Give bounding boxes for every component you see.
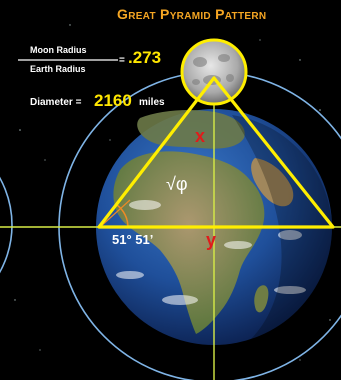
madagascar-landmass [254, 285, 269, 313]
label-sqrt-phi: √φ [166, 174, 188, 194]
page-title: Great Pyramid Pattern [117, 6, 267, 22]
arabia-landmass [251, 158, 294, 207]
star-field [14, 24, 331, 361]
label-angle: 51° 51’ [112, 232, 154, 247]
left-orbit-arc [0, 176, 13, 274]
diameter-unit: miles [139, 97, 165, 108]
label-x: x [195, 126, 206, 146]
moon [180, 38, 248, 106]
ratio-numerator: Moon Radius [30, 45, 87, 55]
label-y: y [206, 230, 217, 250]
ratio-denominator: Earth Radius [30, 64, 86, 74]
pyramid-triangle [97, 76, 335, 229]
africa-landmass [113, 151, 265, 334]
ratio-equals: = [119, 55, 125, 66]
angle-ray [99, 199, 131, 228]
diameter-value: 2160 [94, 91, 132, 110]
europe-landmass [137, 110, 245, 149]
ratio-value: .273 [128, 48, 162, 67]
clouds [116, 200, 306, 305]
diameter-label: Diameter = [30, 97, 82, 108]
